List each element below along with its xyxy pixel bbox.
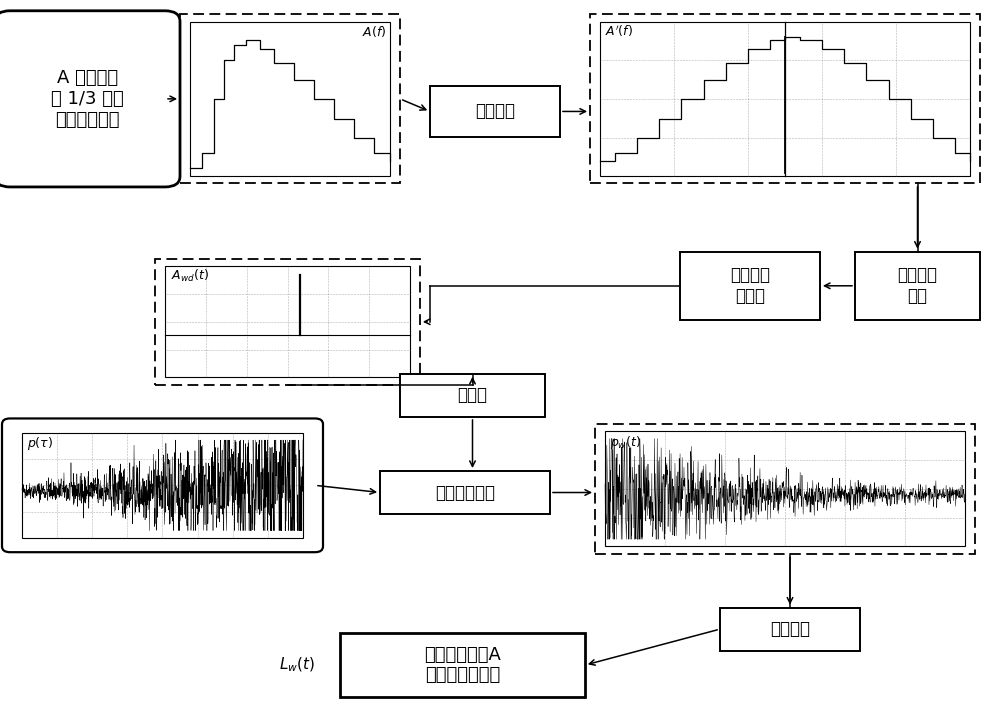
Text: 重采样: 重采样 [458,386,488,405]
Bar [180,14,400,183]
Bar [590,14,980,183]
Text: $A'(f)$: $A'(f)$ [605,24,633,40]
Bar [22,433,303,538]
Bar [340,633,585,697]
Text: 相关比对变换: 相关比对变换 [435,483,495,502]
Bar [595,424,975,554]
Bar [680,252,820,320]
FancyBboxPatch shape [2,418,323,552]
Text: 逆傅利叶
变换: 逆傅利叶 变换 [898,267,938,305]
Bar [155,259,420,385]
Text: 声级变换: 声级变换 [770,620,810,638]
Bar [380,471,550,514]
Bar [605,431,965,546]
Bar [400,374,545,417]
Bar [165,266,410,377]
Text: 贝塔窗函
数截断: 贝塔窗函 数截断 [730,267,770,305]
Text: $p(\tau)$: $p(\tau)$ [27,435,53,452]
Text: 非平稳信号的A
计权声压级曲线: 非平稳信号的A 计权声压级曲线 [424,646,501,684]
Bar [855,252,980,320]
Text: $A(f)$: $A(f)$ [362,24,386,39]
Bar [190,22,390,176]
Bar [430,86,560,137]
Bar [600,22,970,176]
Text: $L_w(t)$: $L_w(t)$ [279,656,315,674]
Bar [720,608,860,651]
Text: $p_w(t)$: $p_w(t)$ [610,434,641,451]
FancyBboxPatch shape [0,11,180,187]
Text: $\mathit{A}_{wd}(t)$: $\mathit{A}_{wd}(t)$ [171,268,209,284]
Text: 镜像变换: 镜像变换 [475,102,515,121]
Text: A 计权网络
的 1/3 倍频
程声级修正值: A 计权网络 的 1/3 倍频 程声级修正值 [51,69,124,129]
